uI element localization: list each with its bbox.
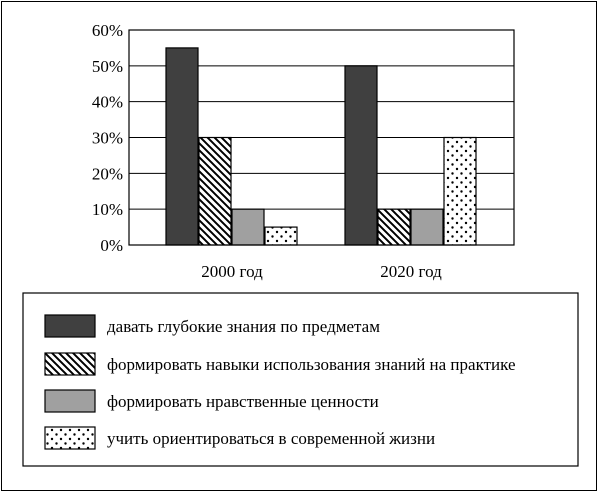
y-tick-label: 20% [92,164,123,183]
y-tick-label: 10% [92,200,123,219]
bar [410,208,444,246]
y-tick-label: 30% [92,129,123,148]
legend-box [22,292,579,467]
legend-label: формировать навыки использования знаний … [107,355,516,374]
y-tick-label: 60% [92,21,123,40]
y-tick-label: 50% [92,57,123,76]
y-tick-label: 0% [100,236,123,255]
legend-swatch [44,314,96,338]
bar [165,47,199,246]
legend-swatch [44,426,96,450]
x-tick-label: 2020 год [380,262,442,281]
bar [198,136,232,246]
x-tick-labels: 2000 год 2020 год [201,262,442,281]
bars [165,47,477,246]
y-tick-labels: 0% 10% 20% 30% 40% 50% 60% [92,21,123,255]
legend-swatch [44,389,96,413]
legend-swatch [44,352,96,376]
legend: давать глубокие знания по предметам форми… [44,314,516,450]
legend-label: учить ориентироваться в современной жизн… [107,429,435,448]
bar [344,65,378,246]
x-tick-label: 2000 год [201,262,263,281]
bar [231,208,265,246]
legend-label: формировать нравственные ценности [107,392,379,411]
y-tick-label: 40% [92,93,123,112]
bar [377,208,411,246]
plot-area-border [128,29,515,246]
bar [264,226,298,246]
bar [443,136,477,246]
legend-label: давать глубокие знания по предметам [107,317,380,336]
